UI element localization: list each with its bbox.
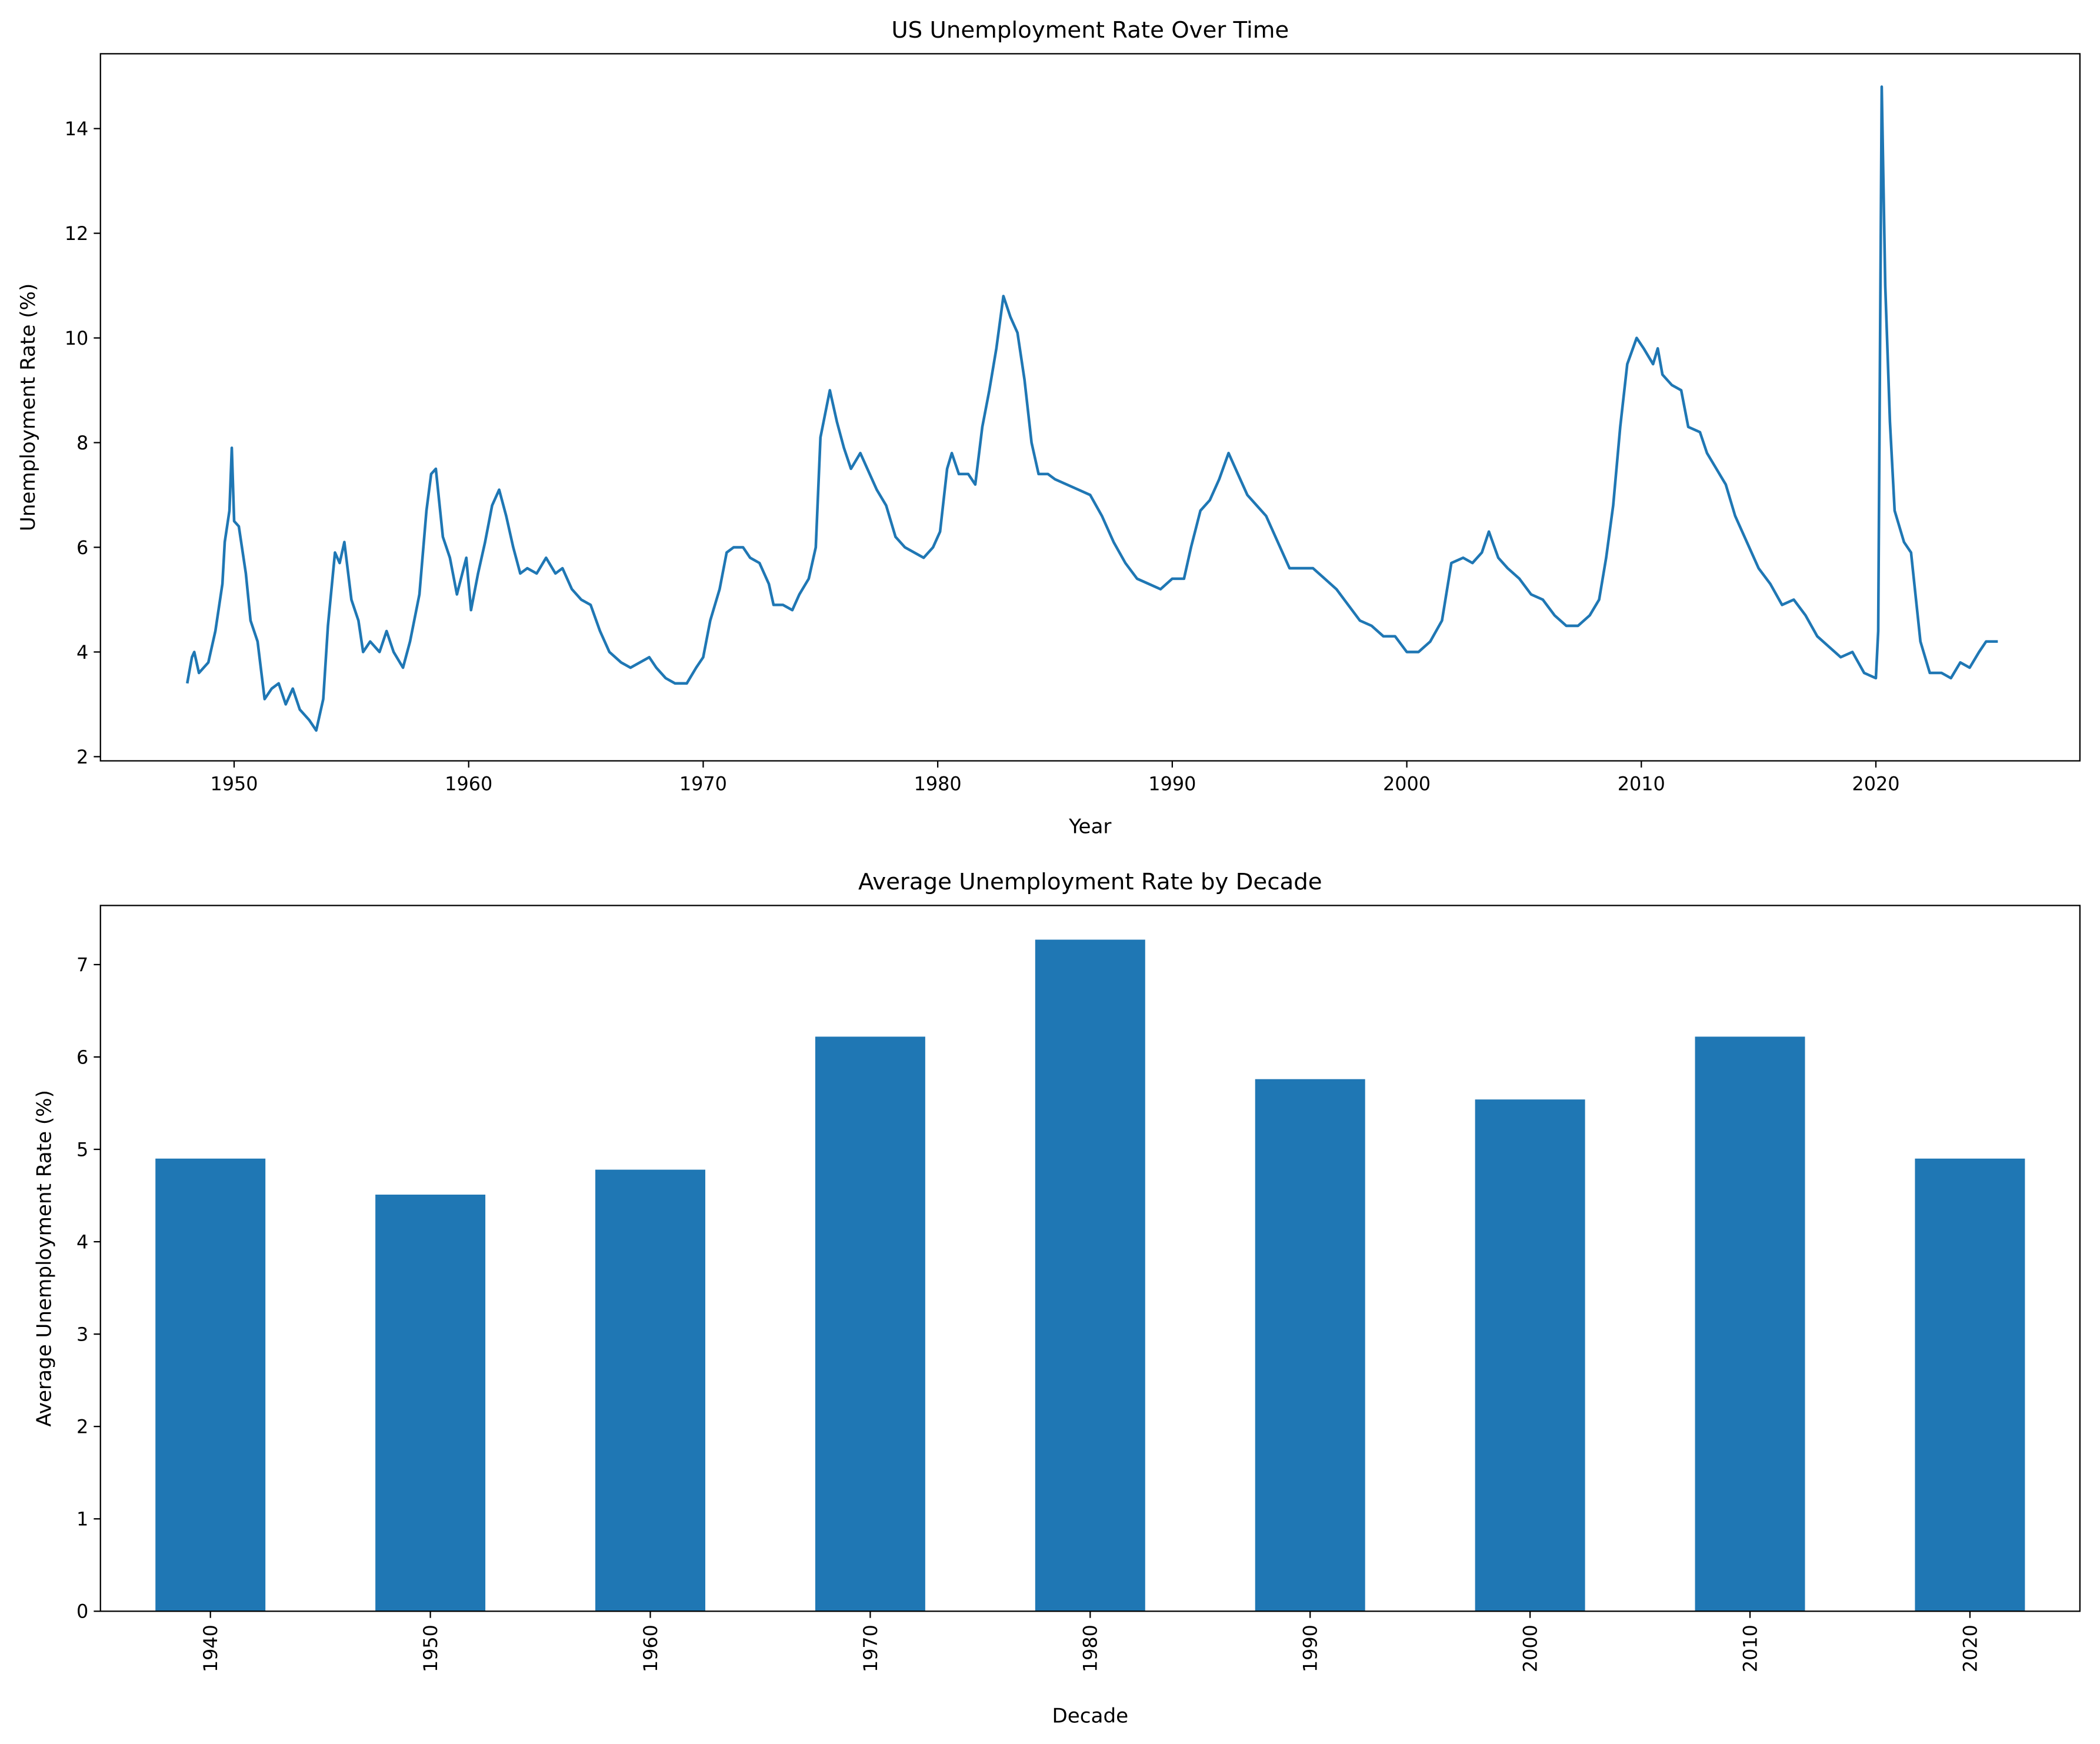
y-tick-label: 4 bbox=[76, 1231, 88, 1253]
axes-frame bbox=[99, 53, 2081, 762]
y-tick-label: 8 bbox=[76, 432, 88, 454]
y-axis-label: Unemployment Rate (%) bbox=[16, 284, 40, 531]
x-axis-label: Decade bbox=[1052, 1704, 1128, 1728]
x-tick-label: 1960 bbox=[639, 1625, 662, 1672]
y-tick-label: 6 bbox=[76, 1046, 88, 1068]
x-tick-label: 1970 bbox=[859, 1625, 882, 1672]
bar bbox=[1255, 1079, 1365, 1612]
y-tick-label: 2 bbox=[76, 1416, 88, 1438]
y-tick-label: 5 bbox=[76, 1138, 88, 1161]
y-tick-label: 14 bbox=[65, 118, 89, 140]
y-tick-label: 1 bbox=[76, 1508, 88, 1530]
y-tick-label: 10 bbox=[65, 327, 89, 349]
bar bbox=[595, 1169, 705, 1612]
y-tick-label: 12 bbox=[65, 222, 89, 245]
bar bbox=[155, 1158, 266, 1612]
x-tick-label: 1980 bbox=[1079, 1625, 1102, 1672]
x-tick-label: 1940 bbox=[199, 1625, 222, 1672]
x-tick-label: 2010 bbox=[1739, 1625, 1761, 1672]
bar bbox=[375, 1194, 486, 1612]
x-tick-label: 2020 bbox=[1959, 1625, 1981, 1672]
y-axis-label: Average Unemployment Rate (%) bbox=[33, 1090, 56, 1427]
x-tick-label: 2020 bbox=[1852, 773, 1899, 795]
data-line bbox=[186, 85, 1998, 732]
chart-title: Average Unemployment Rate by Decade bbox=[858, 869, 1322, 895]
x-tick-label: 2000 bbox=[1383, 773, 1431, 795]
x-tick-label: 1950 bbox=[419, 1625, 442, 1672]
x-tick-label: 2000 bbox=[1519, 1625, 1541, 1672]
x-tick-label: 1990 bbox=[1148, 773, 1196, 795]
y-tick-label: 4 bbox=[76, 641, 88, 663]
x-tick-label: 1950 bbox=[210, 773, 258, 795]
bar bbox=[1915, 1158, 2025, 1612]
x-tick-label: 1990 bbox=[1299, 1625, 1322, 1672]
bar bbox=[1035, 939, 1145, 1612]
x-tick-label: 2010 bbox=[1618, 773, 1665, 795]
chart-title: US Unemployment Rate Over Time bbox=[891, 17, 1289, 44]
y-tick-label: 0 bbox=[76, 1600, 88, 1623]
bar bbox=[815, 1036, 925, 1612]
x-tick-label: 1960 bbox=[445, 773, 492, 795]
y-tick-label: 7 bbox=[76, 953, 88, 976]
y-tick-label: 6 bbox=[76, 536, 88, 559]
axes-frame bbox=[99, 905, 2081, 1612]
x-tick-label: 1970 bbox=[679, 773, 727, 795]
y-tick-label: 3 bbox=[76, 1323, 88, 1346]
x-tick-label: 1980 bbox=[914, 773, 962, 795]
bar bbox=[1695, 1036, 1805, 1612]
y-tick-label: 2 bbox=[76, 746, 88, 768]
x-axis-label: Year bbox=[1068, 815, 1112, 838]
bar bbox=[1475, 1099, 1585, 1612]
